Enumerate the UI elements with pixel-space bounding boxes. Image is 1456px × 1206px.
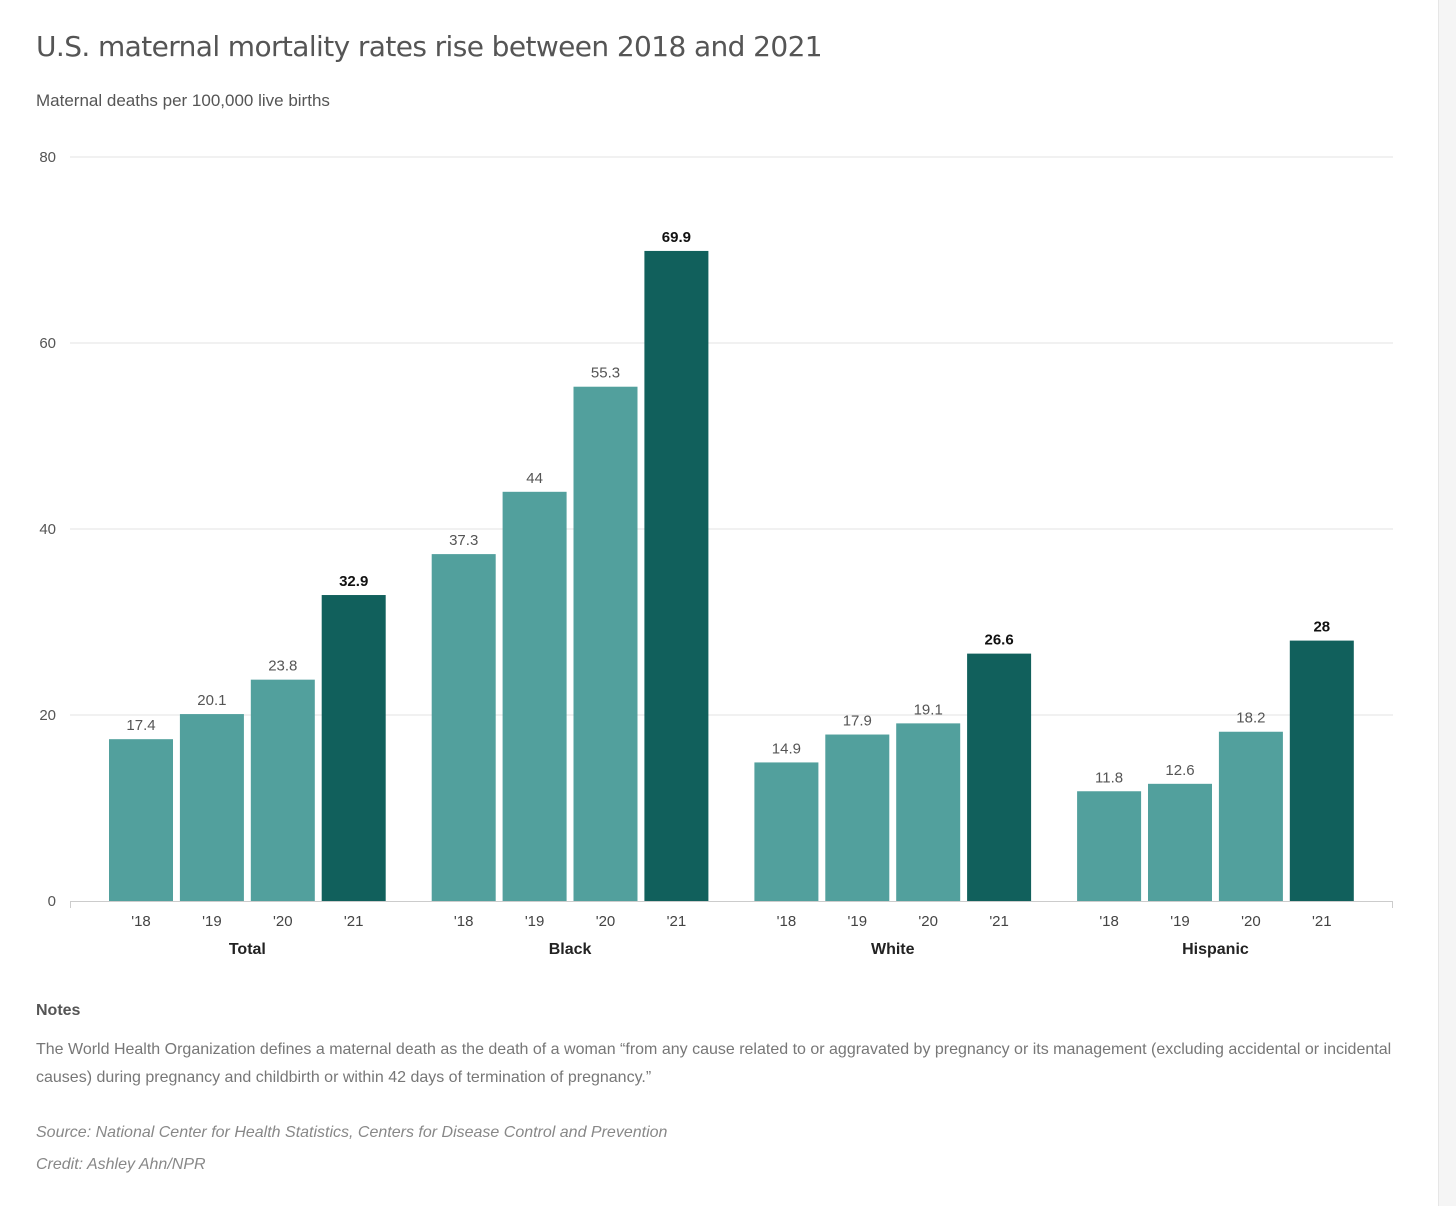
- y-tick-label-0: 0: [48, 893, 56, 910]
- source-line: Source: National Center for Health Stati…: [36, 1124, 668, 1141]
- data-label-white-19: 17.9: [843, 713, 872, 730]
- bar-total-20: [250, 679, 315, 901]
- x-tick-label-hispanic-18: '18: [1099, 913, 1119, 930]
- data-label-total-20: 23.8: [268, 658, 297, 675]
- y-tick-label-20: 20: [39, 707, 56, 724]
- x-tick-label-total-21: '21: [344, 913, 364, 930]
- scrollbar-track[interactable]: [1438, 0, 1456, 1206]
- chart-title: U.S. maternal mortality rates rise betwe…: [36, 30, 823, 63]
- x-tick-label-total-19: '19: [202, 913, 222, 930]
- notes-heading: Notes: [36, 1002, 81, 1019]
- bar-total-21: [321, 595, 386, 901]
- bar-hispanic-19: [1148, 783, 1212, 901]
- bar-total-18: [109, 739, 173, 901]
- group-label-total: Total: [229, 941, 266, 958]
- x-tick-label-hispanic-20: '20: [1241, 913, 1261, 930]
- bar-black-19: [502, 491, 567, 901]
- data-label-black-19: 44: [526, 470, 543, 487]
- x-tick-label-black-21: '21: [667, 913, 687, 930]
- x-tick-label-white-19: '19: [848, 913, 868, 930]
- x-tick-label-hispanic-19: '19: [1170, 913, 1190, 930]
- bar-black-21: [644, 250, 709, 901]
- group-label-hispanic: Hispanic: [1182, 941, 1249, 958]
- group-label-black: Black: [549, 941, 592, 958]
- bar-white-21: [967, 653, 1032, 901]
- x-tick-label-total-18: '18: [131, 913, 151, 930]
- bar-hispanic-21: [1289, 640, 1354, 901]
- data-label-black-21: 69.9: [662, 229, 691, 246]
- data-label-hispanic-18: 11.8: [1095, 769, 1123, 786]
- bar-total-19: [179, 714, 244, 901]
- x-tick-label-white-20: '20: [918, 913, 938, 930]
- data-label-hispanic-21: 28: [1313, 619, 1330, 636]
- data-label-total-21: 32.9: [339, 573, 368, 590]
- data-label-black-18: 37.3: [449, 532, 478, 549]
- data-label-total-19: 20.1: [197, 692, 226, 709]
- x-tick-label-white-21: '21: [989, 913, 1009, 930]
- x-tick-label-white-18: '18: [777, 913, 797, 930]
- data-label-hispanic-20: 18.2: [1236, 710, 1265, 727]
- credit-line: Credit: Ashley Ahn/NPR: [36, 1156, 206, 1173]
- chart-subtitle: Maternal deaths per 100,000 live births: [36, 91, 330, 110]
- y-tick-label-80: 80: [39, 149, 56, 166]
- data-label-hispanic-19: 12.6: [1165, 762, 1194, 779]
- maternal-mortality-bar-chart: 0 20 40 60 80 17.4 '18 20.1 '19 23.8 '20 32.9 '21 Tot…: [39, 149, 1393, 958]
- data-label-white-18: 14.9: [772, 740, 801, 757]
- bar-hispanic-18: [1077, 791, 1142, 901]
- bar-white-18: [754, 762, 819, 901]
- x-tick-label-total-20: '20: [273, 913, 293, 930]
- y-tick-label-40: 40: [39, 521, 56, 538]
- bar-white-19: [825, 734, 890, 901]
- bar-white-20: [896, 723, 961, 901]
- x-tick-label-black-20: '20: [596, 913, 616, 930]
- data-label-total-18: 17.4: [126, 717, 155, 734]
- bar-black-18: [431, 554, 496, 901]
- data-label-black-20: 55.3: [591, 365, 620, 382]
- notes-text: The World Health Organization defines a …: [36, 1041, 1392, 1086]
- group-label-white: White: [871, 941, 915, 958]
- x-tick-label-hispanic-21: '21: [1312, 913, 1332, 930]
- x-tick-label-black-18: '18: [454, 913, 474, 930]
- data-label-white-21: 26.6: [984, 632, 1013, 649]
- bar-hispanic-20: [1218, 731, 1283, 901]
- x-tick-label-black-19: '19: [525, 913, 545, 930]
- data-label-white-20: 19.1: [914, 701, 943, 718]
- y-tick-label-60: 60: [39, 335, 56, 352]
- bar-black-20: [573, 386, 638, 902]
